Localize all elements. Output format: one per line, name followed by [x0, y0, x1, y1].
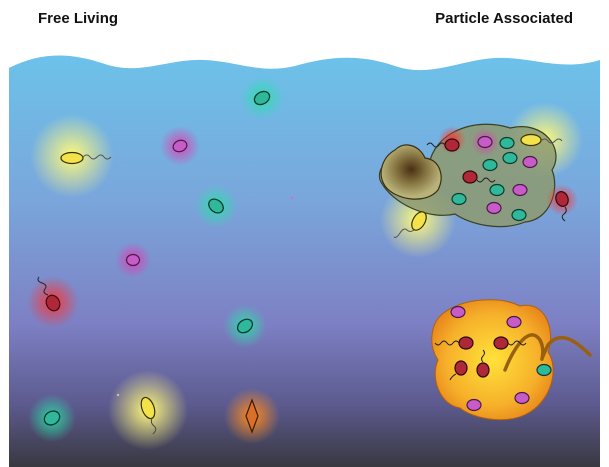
green-bacterium — [43, 410, 61, 426]
free-living-cells — [27, 76, 294, 450]
magenta-bacterium — [125, 253, 141, 267]
green-bacterium — [236, 318, 254, 334]
yellow-bacterium — [60, 151, 84, 165]
green-bacterium — [253, 90, 271, 106]
red-bacterium — [45, 294, 61, 312]
particle-associated-label: Particle Associated — [435, 10, 573, 27]
green-bacterium — [208, 198, 224, 214]
particle-aggregate-lower — [431, 299, 592, 421]
particle-aggregate-upper — [378, 102, 583, 258]
free-living-label: Free Living — [38, 10, 119, 27]
orange-bacterium — [245, 398, 259, 434]
magenta-bacterium — [172, 139, 188, 153]
